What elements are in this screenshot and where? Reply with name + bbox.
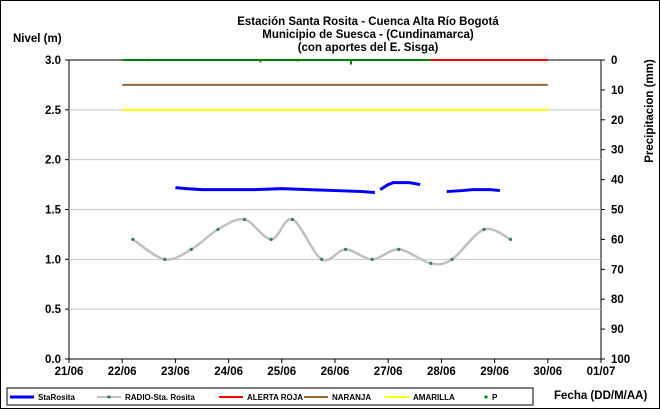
series-radio-sta-rosita-point: [163, 257, 167, 261]
x-tick-label: 30/06: [533, 366, 562, 378]
x-tick-label: 27/06: [374, 366, 403, 378]
legend-label: P: [492, 393, 498, 402]
legend-marker: [107, 395, 111, 399]
series-radio-sta-rosita-point: [269, 237, 273, 241]
series-radio-sta-rosita-point: [397, 247, 401, 251]
y-tick-label: 3.0: [45, 55, 61, 67]
legend-label: NARANJA: [332, 393, 371, 402]
y2-tick-label: 0: [611, 55, 617, 67]
y2-tick-label: 80: [611, 294, 624, 306]
y-tick-label: 1.5: [45, 205, 62, 217]
legend-label: StaRosita: [38, 393, 75, 402]
series-radio-sta-rosita-point: [429, 261, 433, 265]
plot-area: 0.0 0.5 1.0 1.5 2.0 2.5 3.0 0 10 20 30 40 50 60 70 80 90…: [45, 55, 630, 378]
series-radio-sta-rosita-point: [290, 217, 295, 222]
y2-tick-label: 20: [611, 115, 624, 127]
y-tick-label: 0.0: [45, 354, 61, 366]
series-radio-sta-rosita-point: [320, 257, 324, 261]
legend: StaRosita RADIO-Sta. Rosita ALERTA ROJA NAR…: [6, 387, 534, 406]
x-tick-label: 23/06: [161, 366, 190, 378]
y-tick-label: 2.0: [45, 155, 61, 167]
y2-axis-label: Precipitacion (mm): [644, 59, 656, 163]
y2-tick-label: 70: [611, 264, 624, 276]
x-tick-label: 28/06: [427, 366, 456, 378]
y2-tick-label: 40: [611, 175, 624, 187]
x-tick-label: 26/06: [321, 366, 350, 378]
x-tick-label: 21/06: [55, 366, 84, 378]
legend-box: [6, 387, 534, 406]
chart-title: Estación Santa Rosita - Cuenca Alta Río …: [237, 16, 499, 54]
y-tick-label: 0.5: [45, 304, 62, 316]
series-radio-sta-rosita-point: [131, 237, 135, 241]
legend-label: RADIO-Sta. Rosita: [125, 393, 195, 402]
x-tick-label: 22/06: [108, 366, 137, 378]
legend-label: ALERTA ROJA: [247, 393, 303, 402]
chart-title-line-1: Estación Santa Rosita - Cuenca Alta Río …: [237, 16, 499, 28]
x-tick-label: 24/06: [214, 366, 243, 378]
series-radio-sta-rosita-point: [242, 217, 247, 222]
chart-title-line-3: (con aportes del E. Sisga): [298, 42, 439, 54]
series-starosita-line: [379, 181, 421, 191]
y2-tick-label: 30: [611, 145, 624, 157]
y2-tick-label: 90: [611, 324, 624, 336]
y-axis-label: Nivel (m): [13, 33, 62, 45]
series-radio-sta-rosita-point: [482, 227, 486, 232]
series-radio-sta-rosita-point: [450, 257, 454, 261]
x-tick-label: 29/06: [480, 366, 509, 378]
series-radio-sta-rosita-point: [370, 257, 374, 261]
series-starosita-line: [175, 186, 376, 195]
y2-tick-label: 100: [611, 354, 630, 366]
series-starosita-line: [446, 188, 501, 194]
x-tick-label: 25/06: [267, 366, 296, 378]
series-radio-sta-rosita-point: [189, 247, 193, 251]
series-radio-sta-rosita-point: [508, 237, 513, 241]
legend-label: AMARILLA: [413, 393, 455, 402]
y2-tick-label: 50: [611, 205, 624, 217]
x-tick-label: 01/07: [587, 366, 616, 378]
legend-swatch: [484, 395, 488, 399]
y2-tick-label: 60: [611, 234, 624, 246]
y-tick-label: 1.0: [45, 254, 61, 266]
y-tick-label: 2.5: [45, 105, 62, 117]
x-axis-label: Fecha (DD/M/AA): [554, 390, 647, 402]
series-radio-sta-rosita-point: [344, 247, 348, 251]
series-radio-sta-rosita-point: [216, 227, 220, 232]
chart-title-line-2: Municipio de Suesca - (Cundinamarca): [262, 29, 474, 41]
y2-tick-label: 10: [611, 85, 624, 97]
